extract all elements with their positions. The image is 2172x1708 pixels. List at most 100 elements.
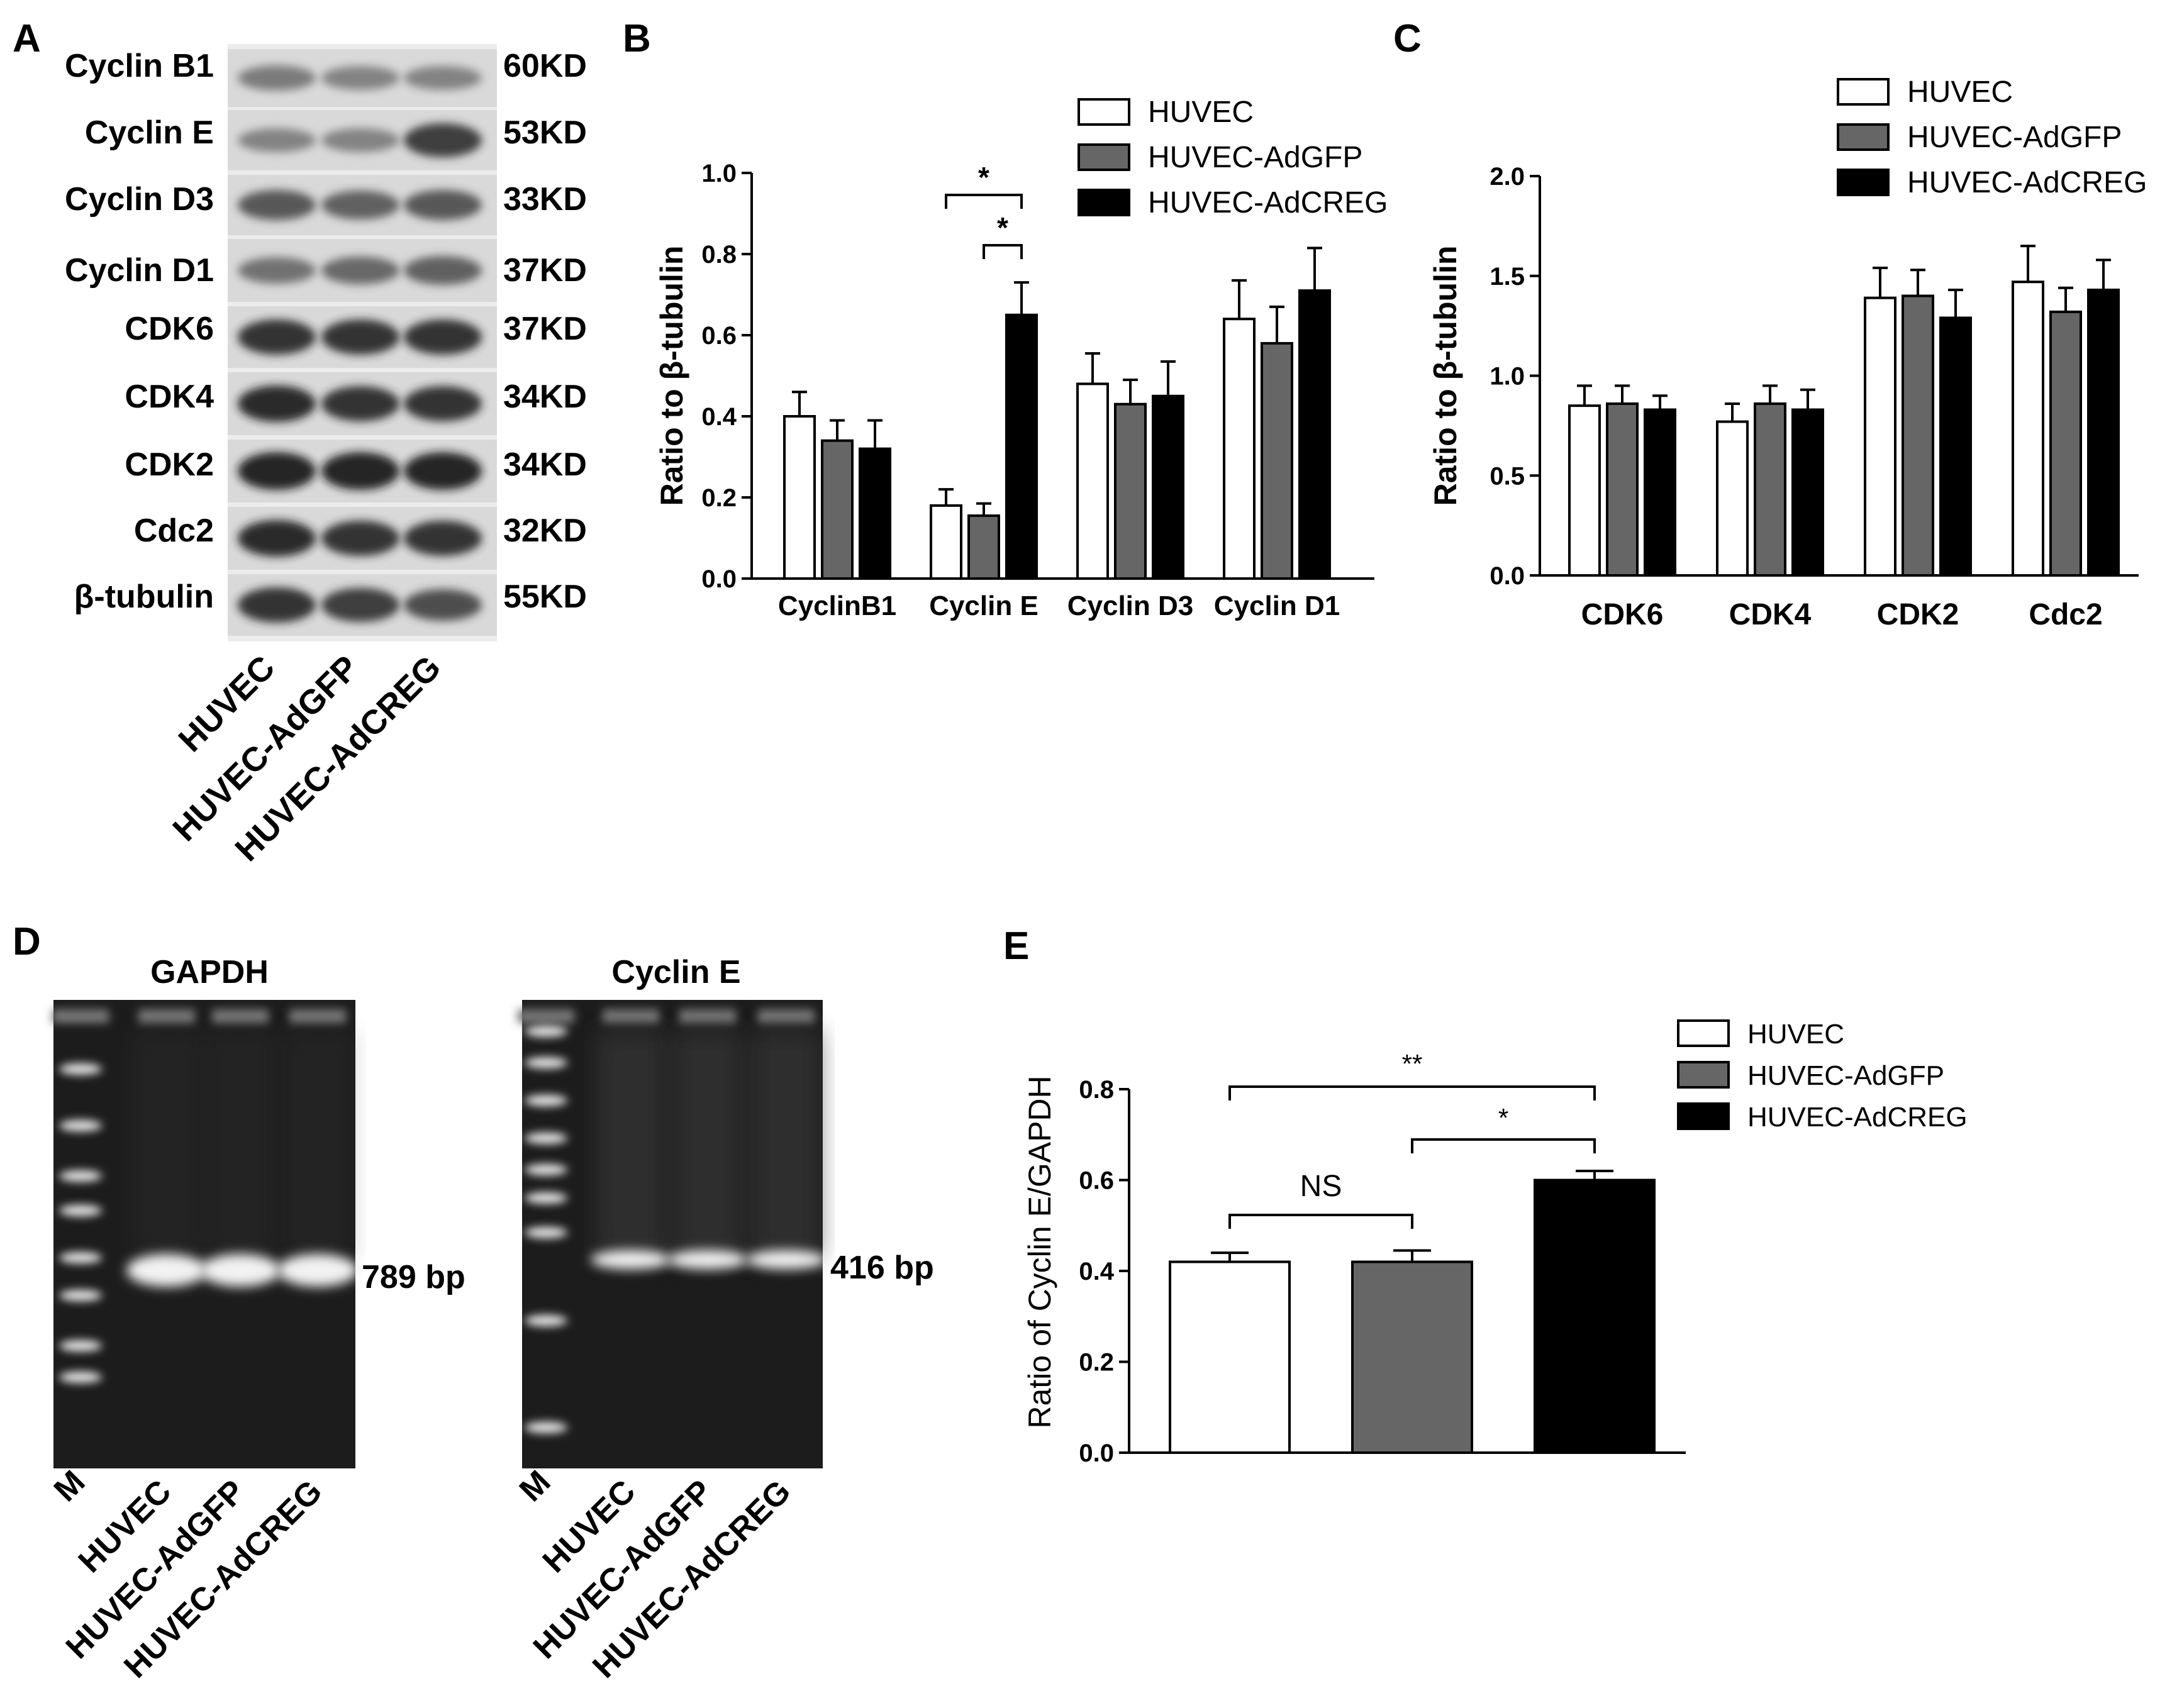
x-tick-label: Cdc2 — [2029, 598, 2102, 631]
blot-band — [404, 123, 482, 157]
ladder-band — [525, 1164, 567, 1175]
protein-label: Cdc2 — [134, 513, 214, 549]
legend-label: HUVEC-AdCREG — [1747, 1102, 1968, 1133]
blot-band — [238, 65, 316, 91]
x-tick-label: CDK2 — [1877, 598, 1959, 631]
gel-product-band — [277, 1254, 358, 1287]
ladder-band — [59, 1340, 102, 1351]
gel-product-band — [591, 1250, 671, 1269]
y-tick-label: 0.4 — [701, 403, 737, 431]
gel-product-band — [746, 1250, 827, 1269]
bar-huvec-adgfp — [1114, 402, 1147, 580]
x-tick-label: CyclinB1 — [778, 591, 896, 621]
bar-huvec-adcreg — [859, 447, 891, 580]
ladder-band — [525, 1026, 567, 1037]
legend-swatch — [1078, 143, 1130, 171]
significance-bracket — [1228, 1214, 1413, 1229]
panel-label-a: A — [13, 17, 41, 60]
size-label: 37KD — [503, 252, 587, 289]
y-tick-label: 0.6 — [701, 322, 737, 350]
y-tick-label: 0.0 — [1490, 562, 1525, 590]
x-tick-label: CDK4 — [1729, 598, 1812, 631]
gel-smear — [596, 1031, 666, 1258]
y-axis-label: Ratio to β-tubulin — [1428, 246, 1463, 506]
gel-size-label: 416 bp — [830, 1250, 934, 1286]
significance-label: ** — [1402, 1049, 1423, 1079]
bar-huvec-adcreg — [1644, 408, 1676, 577]
legend-label: HUVEC-AdCREG — [1148, 186, 1388, 219]
blot-band — [321, 128, 399, 152]
legend-label: HUVEC — [1747, 1019, 1844, 1050]
significance-bracket — [1228, 1085, 1596, 1101]
y-tick-label: 0.2 — [1079, 1349, 1114, 1377]
bar-huvec — [1169, 1260, 1291, 1455]
y-tick-label: 0.8 — [701, 241, 737, 269]
protein-label: CDK4 — [125, 379, 214, 415]
bar-huvec-adgfp — [1351, 1260, 1473, 1455]
cdk-bar-chart: 0.0 0.5 1.0 1.5 2.0 Ratio to β-tubulin CDK6 CDK… — [1428, 75, 2147, 631]
ladder-band — [59, 1372, 102, 1383]
cyclin-bar-chart: 0.0 0.2 0.4 0.6 0.8 1.0 Ratio to β-tubulin Cycl… — [654, 96, 1388, 621]
bar-huvec-adcreg — [1152, 394, 1184, 580]
ladder-band — [525, 1133, 567, 1144]
ladder-band — [525, 1192, 567, 1204]
size-label: 33KD — [503, 181, 587, 218]
gel-title: Cyclin E — [611, 954, 740, 990]
blot-band — [238, 587, 316, 623]
significance-label: * — [978, 161, 989, 194]
blot-band — [321, 452, 399, 490]
blot-band — [404, 190, 482, 220]
bar-huvec — [1716, 420, 1749, 577]
bar-huvec-adcreg — [1298, 289, 1331, 580]
legend-swatch — [1078, 189, 1130, 216]
blot-band — [321, 191, 399, 219]
significance-label: * — [997, 211, 1008, 244]
blot-band — [321, 521, 399, 556]
blot-band — [321, 257, 399, 284]
legend-swatch — [1078, 98, 1130, 126]
x-tick-label: CDK6 — [1581, 598, 1664, 631]
bar-huvec-adgfp — [1261, 341, 1293, 580]
y-tick-label: 0.5 — [1490, 462, 1525, 490]
gel-product-band — [667, 1250, 748, 1269]
gel-lane-label: M — [513, 1463, 558, 1509]
ladder-band — [525, 1095, 567, 1106]
legend-swatch — [1837, 78, 1890, 106]
y-tick-label: 2.0 — [1490, 163, 1525, 191]
significance-label: NS — [1300, 1170, 1342, 1203]
blot-band — [404, 319, 482, 355]
legend-label: HUVEC-AdCREG — [1907, 166, 2147, 199]
ladder-band — [525, 1227, 567, 1238]
protein-label: Cyclin B1 — [65, 48, 214, 84]
gel-title: GAPDH — [150, 954, 269, 990]
y-tick-label: 0.4 — [1079, 1258, 1114, 1285]
bar-huvec-adgfp — [1606, 402, 1639, 577]
bar-huvec — [1223, 318, 1256, 580]
blot-band — [321, 66, 399, 90]
bar-huvec — [1076, 382, 1109, 580]
western-blot-panel: Cyclin B1 60KD Cyclin E 53KD Cyclin D3 33KD Cy… — [65, 44, 587, 868]
gel-lane-label: M — [47, 1463, 92, 1509]
y-tick-label: 0.2 — [701, 484, 737, 512]
blot-band — [321, 588, 399, 622]
y-tick-label: 1.5 — [1490, 263, 1525, 291]
blot-band — [321, 386, 399, 421]
blot-band — [238, 385, 316, 422]
size-label: 60KD — [503, 48, 587, 84]
bar-huvec-adcreg — [1939, 316, 1972, 577]
blot-band — [404, 589, 482, 621]
gel-size-label: 789 bp — [362, 1259, 465, 1295]
ladder-band — [525, 1422, 567, 1433]
x-tick-label: Cyclin D1 — [1214, 591, 1340, 621]
y-tick-label: 0.6 — [1079, 1167, 1114, 1195]
gel-smear — [752, 1031, 821, 1258]
protein-label: CDK6 — [125, 311, 214, 347]
legend-label: HUVEC — [1148, 96, 1254, 129]
y-tick-label: 0.0 — [1079, 1439, 1114, 1467]
panel-label-c: C — [1393, 17, 1422, 60]
gel-smear — [673, 1031, 742, 1258]
blot-band — [404, 521, 482, 556]
ladder-band — [59, 1290, 102, 1301]
significance-bracket — [1411, 1138, 1596, 1153]
